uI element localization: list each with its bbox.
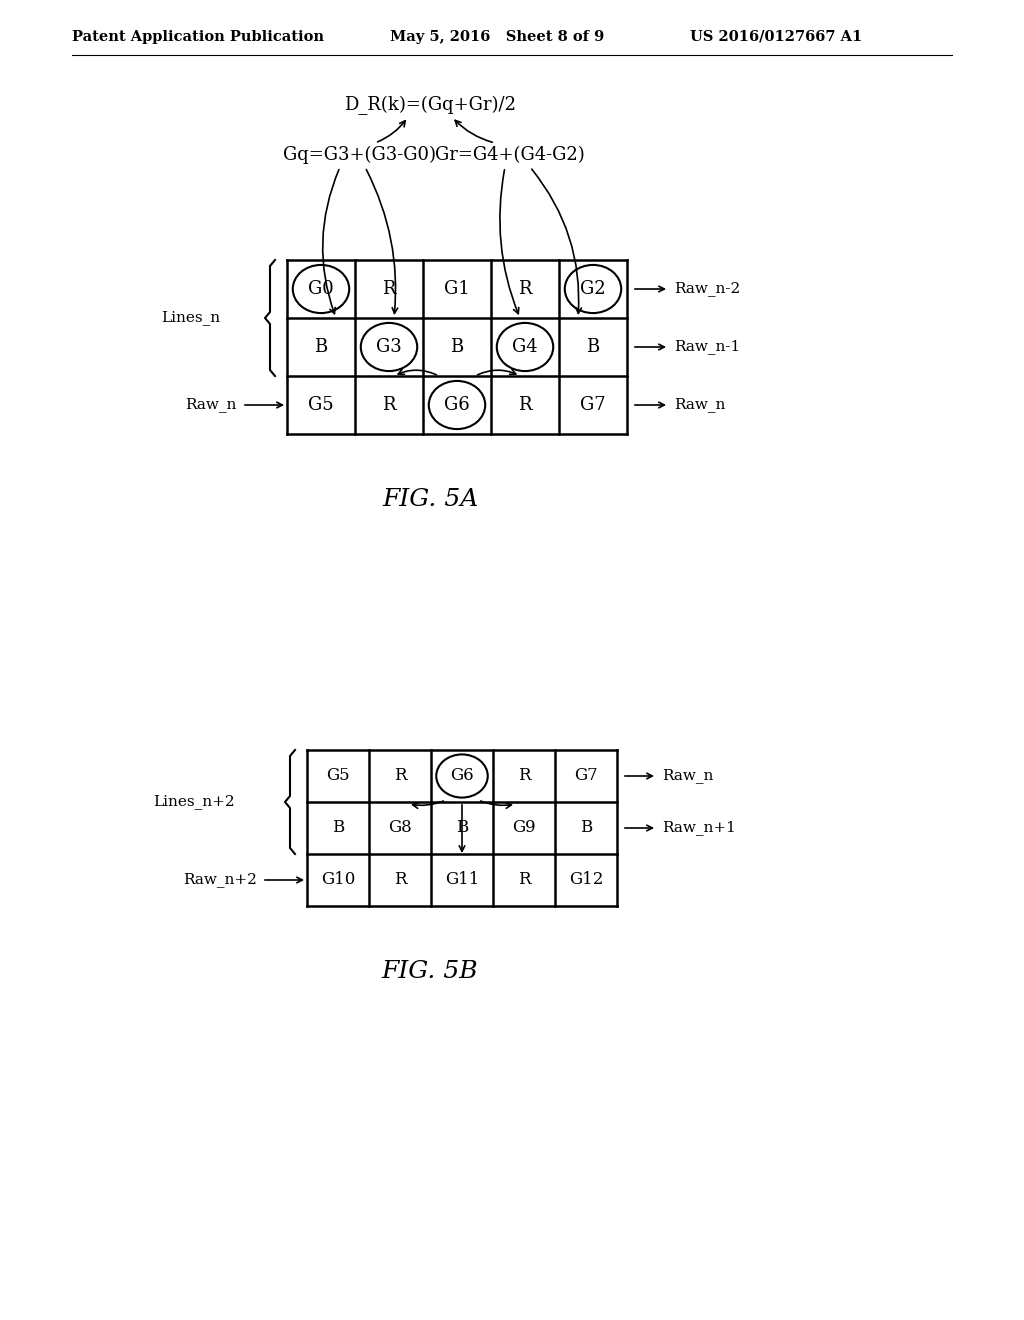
Text: G5: G5 [327, 767, 350, 784]
Text: B: B [580, 820, 592, 837]
Text: G10: G10 [321, 871, 355, 888]
Text: May 5, 2016   Sheet 8 of 9: May 5, 2016 Sheet 8 of 9 [390, 30, 604, 44]
Text: B: B [314, 338, 328, 356]
Text: G11: G11 [444, 871, 479, 888]
Text: G3: G3 [376, 338, 401, 356]
Text: Patent Application Publication: Patent Application Publication [72, 30, 324, 44]
Text: Raw_n: Raw_n [185, 397, 237, 412]
Text: R: R [518, 767, 530, 784]
Text: G0: G0 [308, 280, 334, 298]
Text: US 2016/0127667 A1: US 2016/0127667 A1 [690, 30, 862, 44]
Text: R: R [518, 871, 530, 888]
Text: Gq=G3+(G3-G0): Gq=G3+(G3-G0) [284, 147, 436, 164]
Text: FIG. 5B: FIG. 5B [382, 960, 478, 982]
Text: G2: G2 [581, 280, 606, 298]
Text: G7: G7 [574, 767, 598, 784]
Text: Raw_n: Raw_n [662, 768, 714, 784]
Text: R: R [518, 280, 531, 298]
Text: G12: G12 [568, 871, 603, 888]
Text: Raw_n+2: Raw_n+2 [183, 873, 257, 887]
Text: G7: G7 [581, 396, 606, 414]
Text: B: B [332, 820, 344, 837]
Text: Raw_n: Raw_n [674, 397, 725, 412]
Text: G5: G5 [308, 396, 334, 414]
Text: B: B [456, 820, 468, 837]
Text: G8: G8 [388, 820, 412, 837]
Text: R: R [382, 396, 395, 414]
Text: Lines_n+2: Lines_n+2 [154, 795, 234, 809]
Text: G6: G6 [451, 767, 474, 784]
Text: G4: G4 [512, 338, 538, 356]
Text: Raw_n+1: Raw_n+1 [662, 821, 736, 836]
Text: D_R(k)=(Gq+Gr)/2: D_R(k)=(Gq+Gr)/2 [344, 95, 516, 115]
Text: G6: G6 [444, 396, 470, 414]
Text: R: R [518, 396, 531, 414]
Text: Lines_n: Lines_n [161, 310, 220, 326]
Text: B: B [587, 338, 600, 356]
Text: Raw_n-2: Raw_n-2 [674, 281, 740, 297]
Text: R: R [382, 280, 395, 298]
Text: G1: G1 [444, 280, 470, 298]
Text: FIG. 5A: FIG. 5A [382, 487, 478, 511]
Text: R: R [394, 767, 407, 784]
Text: G9: G9 [512, 820, 536, 837]
Text: B: B [451, 338, 464, 356]
Text: R: R [394, 871, 407, 888]
Text: Raw_n-1: Raw_n-1 [674, 339, 740, 355]
Text: Gr=G4+(G4-G2): Gr=G4+(G4-G2) [435, 147, 585, 164]
